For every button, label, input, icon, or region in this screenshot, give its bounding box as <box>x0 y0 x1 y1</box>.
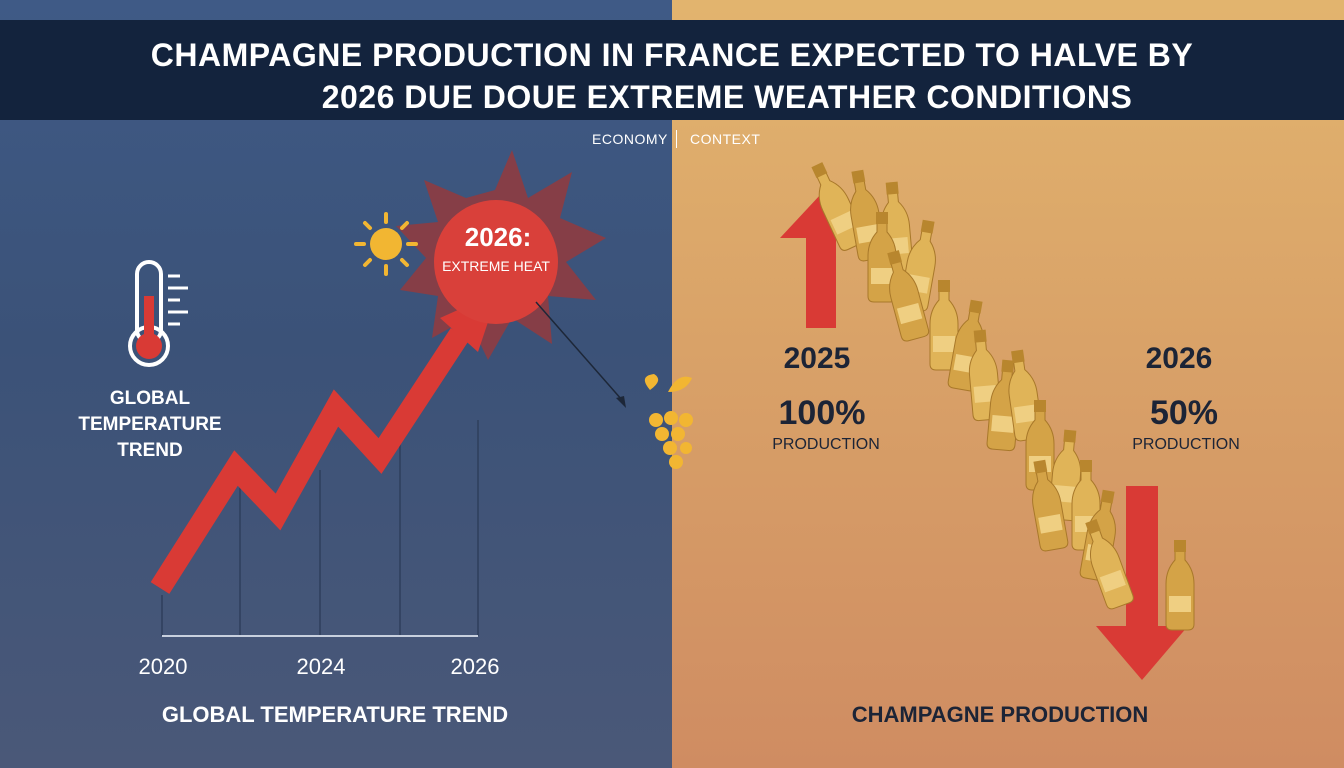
champagne-bottle-icon <box>1032 459 1069 552</box>
champagne-bottle-icon <box>1165 540 1195 631</box>
axis-year-2024: 2024 <box>296 654 346 679</box>
down-arrow-icon <box>1096 486 1188 680</box>
callout-text: EXTREME HEAT <box>442 258 550 274</box>
thermometer-label: GLOBAL TEMPERATURE TREND <box>60 386 240 464</box>
stat-2025-percent: 100% <box>778 394 866 432</box>
champagne-bottle-icon <box>887 250 930 342</box>
champagne-bottle-icon <box>1085 518 1134 610</box>
stat-2026-label: PRODUCTION <box>1132 436 1240 453</box>
champagne-bottle-icon <box>811 162 867 251</box>
champagne-bottle-icon <box>1008 349 1044 442</box>
callout-year: 2026: <box>464 222 532 252</box>
champagne-bottle-cascade <box>811 162 1195 631</box>
category-context[interactable]: CONTEXT <box>690 131 761 147</box>
callout-pointer-tip <box>616 396 626 408</box>
stat-2026-year: 2026 <box>1145 342 1213 375</box>
thermometer-label-line-3: TREND <box>117 440 183 461</box>
thermometer-icon <box>128 260 188 367</box>
trend-gridlines <box>161 420 479 636</box>
title-line-2: 2026 DUE DOUE EXTREME WEATHER CONDITIONS <box>321 79 1133 115</box>
thermometer-label-line-2: TEMPERATURE <box>78 414 222 435</box>
stat-2025-year: 2025 <box>783 342 851 375</box>
axis-year-2026: 2026 <box>450 654 500 679</box>
grapes-icon <box>644 374 693 469</box>
stat-2026-percent: 50% <box>1149 394 1219 432</box>
champagne-bottle-icon <box>929 280 959 371</box>
right-caption: CHAMPAGNE PRODUCTION <box>851 702 1149 727</box>
left-panel-background <box>0 0 672 768</box>
page-title: CHAMPAGNE PRODUCTION IN FRANCE EXPECTED … <box>0 34 1344 118</box>
thermometer-label-line-1: GLOBAL <box>109 388 191 409</box>
category-separator <box>676 130 677 148</box>
left-caption: GLOBAL TEMPERATURE TREND <box>161 702 509 727</box>
title-line-1: CHAMPAGNE PRODUCTION IN FRANCE EXPECTED … <box>150 37 1194 73</box>
category-economy[interactable]: ECONOMY <box>592 131 668 147</box>
title-bar <box>0 20 1344 120</box>
callout-pointer <box>535 301 623 401</box>
axis-year-2020: 2020 <box>138 654 188 679</box>
sun-icon <box>354 212 418 276</box>
heat-callout-circle <box>434 200 558 324</box>
champagne-bottle-icon <box>867 212 897 303</box>
stat-2025-label: PRODUCTION <box>772 436 880 453</box>
